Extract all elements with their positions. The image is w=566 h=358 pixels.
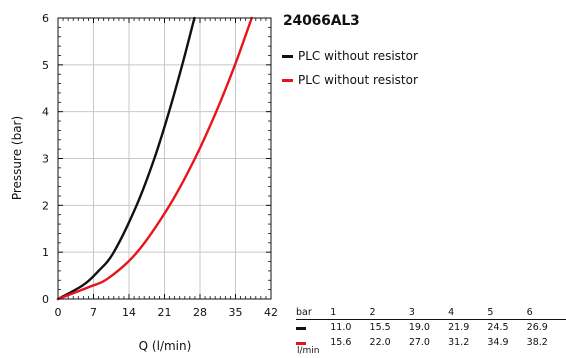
table-cell: 15.6 xyxy=(330,337,352,348)
table-row: 11.0 15.5 19.0 21.9 24.5 26.9 xyxy=(296,320,566,336)
y-tick-label: 4 xyxy=(42,106,49,119)
table-cell: 15.5 xyxy=(369,322,391,333)
legend-swatch xyxy=(282,54,293,58)
y-tick-label: 3 xyxy=(42,153,49,166)
table-row-swatch-cell xyxy=(296,320,330,336)
table-cell: 31.2 xyxy=(448,337,470,348)
table-header-row: bar 1 2 3 4 5 6 xyxy=(296,306,566,320)
table-row: 15.6 22.0 27.0 31.2 34.9 38.2 xyxy=(296,335,566,350)
series-line-1 xyxy=(56,16,253,301)
series-line-0 xyxy=(56,16,196,301)
table-header-cell: 1 xyxy=(330,306,370,320)
table-cell: 11.0 xyxy=(330,322,352,333)
table-header-cell: 6 xyxy=(526,306,566,320)
grid xyxy=(58,18,271,299)
legend-entry: PLC without resistor xyxy=(282,73,418,87)
table-cell: 27.0 xyxy=(408,337,430,348)
x-tick-label: 21 xyxy=(158,306,172,319)
x-tick-label: 7 xyxy=(90,306,97,319)
plot-frame xyxy=(57,17,272,300)
y-tick-label: 2 xyxy=(42,199,49,212)
y-tick-label: 1 xyxy=(42,246,49,259)
series-lines xyxy=(56,16,253,301)
y-tick-label: 6 xyxy=(42,12,49,25)
x-tick-labels: 0 7 14 21 28 35 42 xyxy=(55,306,279,319)
y-tick-label: 5 xyxy=(42,59,49,72)
x-axis-title: Q (l/min) xyxy=(139,339,192,353)
table-cell: 19.0 xyxy=(408,322,430,333)
flow-values-table: bar 1 2 3 4 5 6 11.0 15.5 19.0 21.9 24.5… xyxy=(296,306,566,350)
table-cell: 24.5 xyxy=(487,322,509,333)
table-cell: 22.0 xyxy=(369,337,391,348)
y-tick-labels: 0 1 2 3 4 5 6 xyxy=(42,12,49,306)
table-row-swatch-cell xyxy=(296,335,330,350)
x-tick-label: 35 xyxy=(229,306,243,319)
table-cell: 21.9 xyxy=(448,322,470,333)
table-unit-label: l/min xyxy=(297,346,320,356)
chart-title: 24066AL3 xyxy=(283,13,360,29)
table-cell: 34.9 xyxy=(487,337,509,348)
y-tick-label: 0 xyxy=(42,293,49,306)
table-header-cell: 2 xyxy=(369,306,409,320)
table-header-cell: 5 xyxy=(487,306,527,320)
x-tick-label: 14 xyxy=(122,306,136,319)
legend-label: PLC without resistor xyxy=(298,49,418,63)
table-header-cell: 4 xyxy=(448,306,488,320)
x-tick-label: 28 xyxy=(193,306,207,319)
x-tick-label: 0 xyxy=(55,306,62,319)
legend-entry: PLC without resistor xyxy=(282,49,418,63)
table-cell: 38.2 xyxy=(526,337,548,348)
x-tick-label: 42 xyxy=(264,306,278,319)
y-axis-title: Pressure (bar) xyxy=(10,116,24,200)
table-header-cell: bar xyxy=(296,306,331,320)
legend-swatch xyxy=(282,78,293,82)
table-cell: 26.9 xyxy=(526,322,548,333)
legend-label: PLC without resistor xyxy=(298,73,418,87)
table-row-swatch xyxy=(296,327,306,330)
table-row-swatch xyxy=(296,342,306,345)
table-header-cell: 3 xyxy=(408,306,449,320)
